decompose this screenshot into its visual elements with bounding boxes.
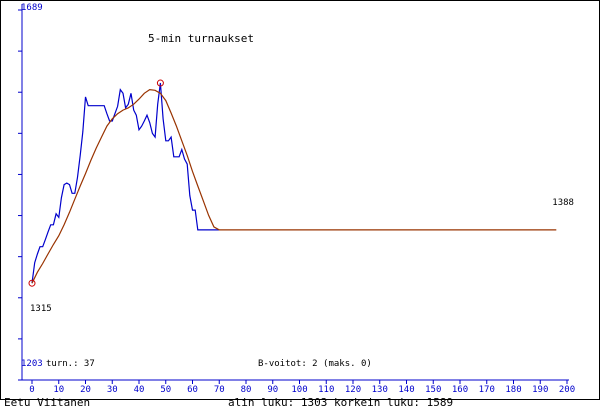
x-tick-label: 0 [29, 385, 34, 395]
x-tick-label: 160 [452, 385, 468, 395]
chart-plot: 0 10 20 30 40 50 60 70 80 90 100 110 120 130 140 150 160… [18, 3, 575, 395]
x-tick-label: 190 [532, 385, 548, 395]
series-line-rating [31, 82, 220, 284]
turn-count-label: turn.: 37 [46, 359, 95, 369]
markers-layer [28, 79, 164, 287]
x-tick-label: 50 [160, 385, 171, 395]
x-tick-label: 140 [398, 385, 414, 395]
x-tick-label: 150 [425, 385, 441, 395]
value-annotation: 1315 [30, 304, 52, 314]
x-ticks: 0 10 20 30 40 50 60 70 80 90 100 110 120 130 140 150 160… [29, 380, 575, 395]
y-axis-top-label: 1689 [21, 3, 43, 13]
series-layer [31, 82, 557, 284]
x-tick-label: 110 [318, 385, 334, 395]
annotations-layer: 1315 1388 [30, 198, 574, 314]
x-tick-label: 80 [241, 385, 252, 395]
x-tick-label: 120 [345, 385, 361, 395]
rating-summary: alin luku: 1303 korkein luku: 1589 [228, 396, 454, 409]
x-tick-label: 200 [559, 385, 575, 395]
x-tick-label: 60 [187, 385, 198, 395]
x-tick-label: 10 [53, 385, 64, 395]
y-axis-bottom-label: 1203 [21, 359, 43, 369]
player-name: Eetu Viitanen [4, 396, 91, 409]
x-tick-label: 100 [291, 385, 307, 395]
chart-title: 5-min turnaukset [148, 32, 254, 45]
axes [21, 4, 569, 381]
x-tick-label: 130 [372, 385, 388, 395]
extreme-marker [156, 79, 164, 87]
x-tick-label: 90 [267, 385, 278, 395]
y-tick-marks [18, 9, 22, 381]
x-tick-label: 20 [80, 385, 91, 395]
x-tick-label: 40 [134, 385, 145, 395]
b-wins-label: B-voitot: 2 (maks. 0) [258, 359, 372, 369]
x-tick-label: 70 [214, 385, 225, 395]
x-tick-label: 180 [505, 385, 521, 395]
extreme-marker [28, 279, 36, 287]
x-tick-label: 30 [107, 385, 118, 395]
value-annotation: 1388 [552, 198, 574, 208]
x-tick-label: 170 [479, 385, 495, 395]
series-line-average [31, 88, 557, 284]
